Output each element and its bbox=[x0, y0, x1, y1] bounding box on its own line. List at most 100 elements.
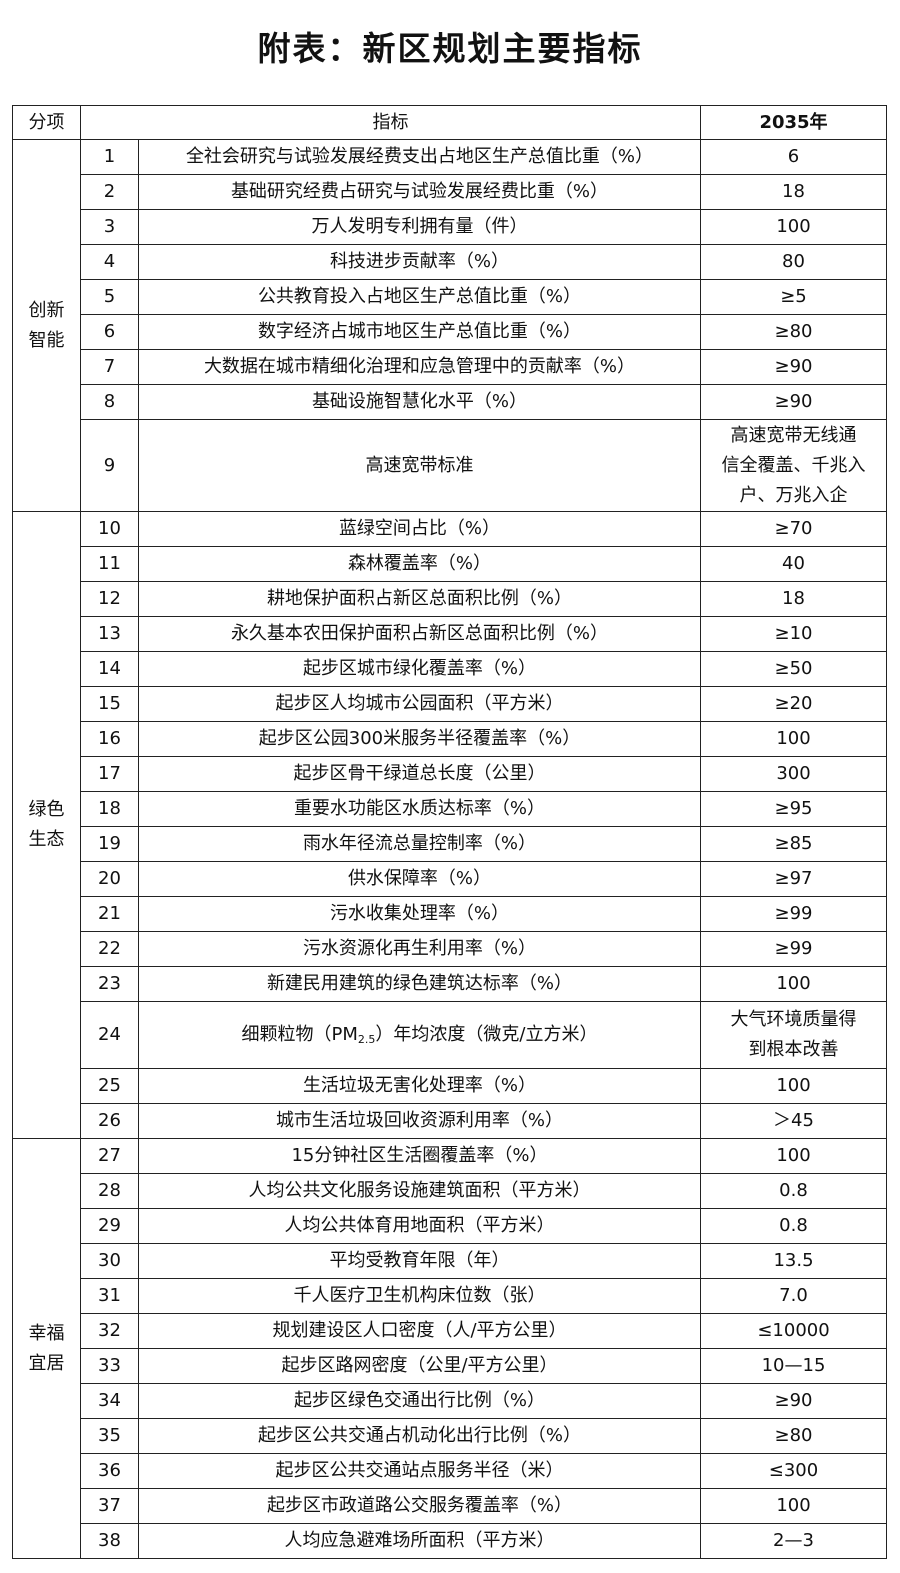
row-number: 25 bbox=[80, 1068, 139, 1104]
table-row: 16 起步区公园300米服务半径覆盖率（%） 100 bbox=[13, 721, 887, 757]
indicator-name: 数字经济占城市地区生产总值比重（%） bbox=[138, 314, 701, 350]
table-row: 32 规划建设区人口密度（人/平方公里） ≤10000 bbox=[13, 1313, 887, 1349]
row-number: 28 bbox=[80, 1173, 139, 1209]
row-number: 6 bbox=[80, 314, 139, 350]
target-value: ≥80 bbox=[700, 1418, 887, 1454]
target-value: 100 bbox=[700, 1488, 887, 1524]
table-row: 7 大数据在城市精细化治理和应急管理中的贡献率（%） ≥90 bbox=[13, 349, 887, 385]
indicator-name: 生活垃圾无害化处理率（%） bbox=[138, 1068, 701, 1104]
indicator-name: 供水保障率（%） bbox=[138, 861, 701, 897]
row-number: 32 bbox=[80, 1313, 139, 1349]
table-row: 14 起步区城市绿化覆盖率（%） ≥50 bbox=[13, 651, 887, 687]
indicator-name: 人均公共体育用地面积（平方米） bbox=[138, 1208, 701, 1244]
indicator-name: 大数据在城市精细化治理和应急管理中的贡献率（%） bbox=[138, 349, 701, 385]
table-row: 25 生活垃圾无害化处理率（%） 100 bbox=[13, 1068, 887, 1104]
page-title: 附表：新区规划主要指标 bbox=[257, 29, 643, 68]
indicator-name: 新建民用建筑的绿色建筑达标率（%） bbox=[138, 966, 701, 1002]
target-value: 6 bbox=[700, 139, 887, 175]
target-value: 300 bbox=[700, 756, 887, 792]
row-number: 2 bbox=[80, 174, 139, 210]
table-row: 4 科技进步贡献率（%） 80 bbox=[13, 244, 887, 280]
target-value: 7.0 bbox=[700, 1278, 887, 1314]
target-value: ≤300 bbox=[700, 1453, 887, 1489]
table-row: 8 基础设施智慧化水平（%） ≥90 bbox=[13, 384, 887, 420]
target-value: 100 bbox=[700, 966, 887, 1002]
row-number: 33 bbox=[80, 1348, 139, 1384]
row-number: 35 bbox=[80, 1418, 139, 1454]
row-number: 11 bbox=[80, 546, 139, 582]
indicator-name: 人均应急避难场所面积（平方米） bbox=[138, 1523, 701, 1559]
indicator-name: 科技进步贡献率（%） bbox=[138, 244, 701, 280]
target-value: 0.8 bbox=[700, 1208, 887, 1244]
category-cell: 创新 智能 bbox=[12, 139, 81, 512]
target-value: 0.8 bbox=[700, 1173, 887, 1209]
row-number: 29 bbox=[80, 1208, 139, 1244]
table-row: 36 起步区公共交通站点服务半径（米） ≤300 bbox=[13, 1453, 887, 1489]
indicator-name: 高速宽带标准 bbox=[138, 419, 701, 512]
indicator-name: 起步区骨干绿道总长度（公里） bbox=[138, 756, 701, 792]
table-row: 17 起步区骨干绿道总长度（公里） 300 bbox=[13, 756, 887, 792]
row-number: 7 bbox=[80, 349, 139, 385]
row-number: 15 bbox=[80, 686, 139, 722]
indicator-name: 起步区人均城市公园面积（平方米） bbox=[138, 686, 701, 722]
indicator-name: 起步区公园300米服务半径覆盖率（%） bbox=[138, 721, 701, 757]
indicator-name: 永久基本农田保护面积占新区总面积比例（%） bbox=[138, 616, 701, 652]
table-row: 15 起步区人均城市公园面积（平方米） ≥20 bbox=[13, 686, 887, 722]
row-number: 34 bbox=[80, 1383, 139, 1419]
indicator-name: 蓝绿空间占比（%） bbox=[138, 511, 701, 547]
row-number: 38 bbox=[80, 1523, 139, 1559]
row-number: 12 bbox=[80, 581, 139, 617]
indicator-name: 雨水年径流总量控制率（%） bbox=[138, 826, 701, 862]
target-value: ≥99 bbox=[700, 931, 887, 967]
indicator-name: 起步区城市绿化覆盖率（%） bbox=[138, 651, 701, 687]
indicator-table: 分项 指标 2035年 创新 智能 1 全社会研究与试验发展经费支出占地区生产总值比… bbox=[12, 105, 887, 1559]
row-number: 22 bbox=[80, 931, 139, 967]
table-row: 37 起步区市政道路公交服务覆盖率（%） 100 bbox=[13, 1488, 887, 1524]
row-number: 30 bbox=[80, 1243, 139, 1279]
header-indicator: 指标 bbox=[80, 105, 701, 140]
indicator-name: 耕地保护面积占新区总面积比例（%） bbox=[138, 581, 701, 617]
target-value: ≥20 bbox=[700, 686, 887, 722]
indicator-name: 公共教育投入占地区生产总值比重（%） bbox=[138, 279, 701, 315]
indicator-name: 森林覆盖率（%） bbox=[138, 546, 701, 582]
row-number: 37 bbox=[80, 1488, 139, 1524]
target-value: 大气环境质量得 到根本改善 bbox=[700, 1001, 887, 1069]
indicator-name: 全社会研究与试验发展经费支出占地区生产总值比重（%） bbox=[138, 139, 701, 175]
row-number: 9 bbox=[80, 419, 139, 512]
row-number: 21 bbox=[80, 896, 139, 932]
indicator-name: 起步区路网密度（公里/平方公里） bbox=[138, 1348, 701, 1384]
table-row: 创新 智能 1 全社会研究与试验发展经费支出占地区生产总值比重（%） 6 bbox=[12, 139, 887, 512]
row-number: 27 bbox=[80, 1138, 139, 1174]
target-value: 13.5 bbox=[700, 1243, 887, 1279]
target-value: 100 bbox=[700, 1068, 887, 1104]
table-row: 29 人均公共体育用地面积（平方米） 0.8 bbox=[13, 1208, 887, 1244]
table-row: 幸福 宜居 27 15分钟社区生活圈覆盖率（%） 100 bbox=[12, 1138, 887, 1559]
indicator-name: 污水资源化再生利用率（%） bbox=[138, 931, 701, 967]
row-number: 14 bbox=[80, 651, 139, 687]
indicator-name: 细颗粒物（PM2.5）年均浓度（微克/立方米） bbox=[138, 1001, 701, 1069]
indicator-text: ）年均浓度（微克/立方米） bbox=[375, 1024, 598, 1045]
table-row: 18 重要水功能区水质达标率（%） ≥95 bbox=[13, 791, 887, 827]
target-value: ≥90 bbox=[700, 384, 887, 420]
table-row: 19 雨水年径流总量控制率（%） ≥85 bbox=[13, 826, 887, 862]
row-number: 8 bbox=[80, 384, 139, 420]
row-number: 16 bbox=[80, 721, 139, 757]
row-number: 10 bbox=[80, 511, 139, 547]
table-row: 5 公共教育投入占地区生产总值比重（%） ≥5 bbox=[13, 279, 887, 315]
target-value: ≥10 bbox=[700, 616, 887, 652]
target-value: ≥99 bbox=[700, 896, 887, 932]
row-number: 17 bbox=[80, 756, 139, 792]
target-value: 高速宽带无线通 信全覆盖、千兆入 户、万兆入企 bbox=[700, 419, 887, 512]
indicator-name: 起步区公共交通站点服务半径（米） bbox=[138, 1453, 701, 1489]
row-number: 26 bbox=[80, 1103, 139, 1139]
target-value: 2—3 bbox=[700, 1523, 887, 1559]
table-row: 12 耕地保护面积占新区总面积比例（%） 18 bbox=[13, 581, 887, 617]
row-number: 5 bbox=[80, 279, 139, 315]
row-number: 3 bbox=[80, 209, 139, 245]
category-cell: 绿色 生态 bbox=[12, 511, 81, 1139]
row-number: 36 bbox=[80, 1453, 139, 1489]
header-year: 2035年 bbox=[700, 105, 887, 140]
indicator-name: 基础研究经费占研究与试验发展经费比重（%） bbox=[138, 174, 701, 210]
indicator-name: 千人医疗卫生机构床位数（张） bbox=[138, 1278, 701, 1314]
target-value: ＞45 bbox=[700, 1103, 887, 1139]
